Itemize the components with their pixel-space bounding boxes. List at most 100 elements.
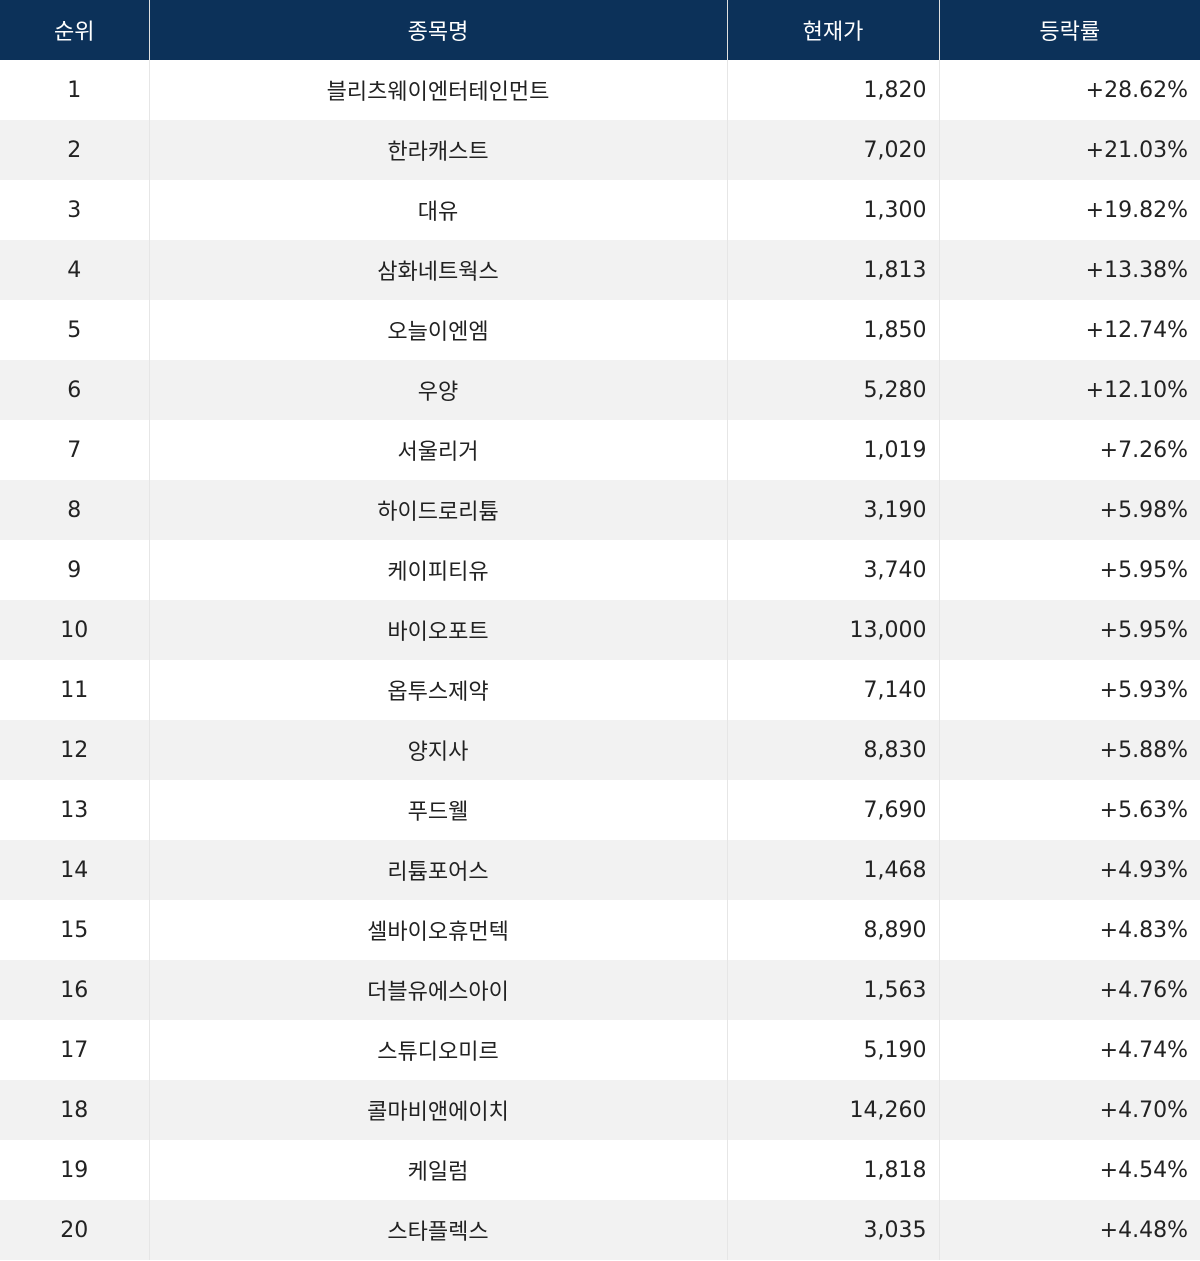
rank-cell: 10	[0, 600, 150, 660]
table-row: 13 푸드웰 7,690 +5.63%	[0, 780, 1200, 840]
table-row: 15 셀바이오휴먼텍 8,890 +4.83%	[0, 900, 1200, 960]
price-cell: 7,690	[727, 780, 940, 840]
change-rate-cell: +5.88%	[939, 720, 1200, 780]
price-cell: 7,140	[727, 660, 940, 720]
change-rate-cell: +5.95%	[1099, 557, 1188, 583]
table-row: 20 스타플렉스 3,035 +4.48%	[0, 1200, 1200, 1260]
table-row: 14 리튬포어스 1,468 +4.93%	[0, 840, 1200, 900]
header-cell: 순위	[0, 0, 150, 60]
table-row: 8 하이드로리튬 3,190 +5.98%	[0, 480, 1200, 540]
rank-cell: 8	[0, 480, 150, 540]
table-row: 16 더블유에스아이 1,563 +4.76%	[0, 960, 1200, 1020]
stock-name-cell: 리튬포어스	[149, 840, 728, 900]
rank-cell: 15	[0, 900, 150, 960]
stock-name-cell: 스튜디오미르	[149, 1020, 728, 1080]
stock-name-cell: 우양	[149, 360, 728, 420]
stock-name-cell: 바이오포트	[149, 600, 728, 660]
change-rate-cell: +4.70%	[939, 1080, 1200, 1140]
price-cell: 5,280	[727, 360, 940, 420]
price-cell: 3,740	[727, 540, 940, 600]
change-rate-cell: +4.93%	[939, 840, 1200, 900]
price-cell: 1,818	[727, 1140, 940, 1200]
rank-cell: 12	[0, 720, 150, 780]
rank-cell: 3	[0, 180, 150, 240]
rank-cell: 4	[0, 240, 150, 300]
change-rate-cell: +5.98%	[939, 480, 1200, 540]
price-cell: 8,830	[727, 720, 940, 780]
price-cell: 1,019	[727, 420, 940, 480]
stock-name-cell: 한라캐스트	[149, 120, 728, 180]
stock-name-cell: 케이피티유	[149, 540, 728, 600]
price-cell: 14,260	[727, 1080, 940, 1140]
stock-name-cell: 옵투스제약	[149, 660, 728, 720]
price-cell: 5,190	[727, 1020, 940, 1080]
stock-name-cell: 블리츠웨이엔터테인먼트	[149, 60, 728, 120]
header-cell: 현재가	[727, 0, 940, 60]
price-cell: 1,300	[727, 180, 940, 240]
table-row: 19 케일럼 1,818 +4.54%	[0, 1140, 1200, 1200]
rank-cell: 2	[0, 120, 150, 180]
rank-cell: 5	[0, 300, 150, 360]
stock-name-cell: 서울리거	[149, 420, 728, 480]
table-row: 3 대유 1,300 +19.82%	[0, 180, 1200, 240]
table-row: 4 삼화네트웍스 1,813 +13.38%	[0, 240, 1200, 300]
table-row: 11 옵투스제약 7,140 +5.93%	[0, 660, 1200, 720]
rank-cell: 1	[0, 60, 150, 120]
stock-name-cell: 삼화네트웍스	[149, 240, 728, 300]
change-rate-cell: +4.54%	[1099, 1157, 1188, 1183]
price-cell: 1,563	[727, 960, 940, 1020]
table-row: 18 콜마비앤에이치 14,260 +4.70%	[0, 1080, 1200, 1140]
stock-name-cell: 푸드웰	[149, 780, 728, 840]
change-rate-cell: +4.48%	[939, 1200, 1200, 1260]
table-row: 17 스튜디오미르 5,190 +4.74%	[0, 1020, 1200, 1080]
price-cell: 7,020	[727, 120, 940, 180]
table-row: 9 케이피티유 3,740 +5.95%	[0, 540, 1200, 600]
change-rate-cell: +21.03%	[939, 120, 1200, 180]
stock-name-cell: 대유	[149, 180, 728, 240]
stock-name-cell: 더블유에스아이	[149, 960, 728, 1020]
stock-name-cell: 양지사	[149, 720, 728, 780]
change-rate-cell: +28.62%	[1085, 77, 1188, 103]
rank-cell: 19	[0, 1140, 150, 1200]
table-row: 6 우양 5,280 +12.10%	[0, 360, 1200, 420]
stock-name-cell: 스타플렉스	[149, 1200, 728, 1260]
price-cell: 1,850	[727, 300, 940, 360]
rank-cell: 20	[0, 1200, 150, 1260]
price-cell: 1,820	[727, 60, 940, 120]
header-row: 순위 종목명 현재가 등락률	[0, 0, 1200, 60]
change-rate-cell: +13.38%	[939, 240, 1200, 300]
change-rate-cell: +4.76%	[939, 960, 1200, 1020]
change-rate-cell: +19.82%	[1085, 197, 1188, 223]
table-row: 10 바이오포트 13,000 +5.95%	[0, 600, 1200, 660]
change-rate-cell: +5.63%	[1099, 797, 1188, 823]
table-row: 1 블리츠웨이엔터테인먼트 1,820 +28.62%	[0, 60, 1200, 120]
change-rate-cell: +12.10%	[939, 360, 1200, 420]
rank-cell: 13	[0, 780, 150, 840]
stock-name-cell: 케일럼	[149, 1140, 728, 1200]
table-row: 2 한라캐스트 7,020 +21.03%	[0, 120, 1200, 180]
rank-cell: 7	[0, 420, 150, 480]
rank-cell: 14	[0, 840, 150, 900]
price-cell: 3,035	[727, 1200, 940, 1260]
change-rate-cell: +5.95%	[939, 600, 1200, 660]
header-cell: 종목명	[149, 0, 728, 60]
price-cell: 1,468	[727, 840, 940, 900]
price-cell: 3,190	[727, 480, 940, 540]
rank-cell: 16	[0, 960, 150, 1020]
stock-name-cell: 셀바이오휴먼텍	[149, 900, 728, 960]
table-row: 7 서울리거 1,019 +7.26%	[0, 420, 1200, 480]
price-cell: 1,813	[727, 240, 940, 300]
rank-cell: 9	[0, 540, 150, 600]
change-rate-cell: +7.26%	[1099, 437, 1188, 463]
table-body: 1 블리츠웨이엔터테인먼트 1,820 +28.62% 2 한라캐스트 7,020 +21.0…	[0, 60, 1200, 1260]
table-row: 5 오늘이엔엠 1,850 +12.74%	[0, 300, 1200, 360]
table-row: 12 양지사 8,830 +5.88%	[0, 720, 1200, 780]
change-rate-cell: +4.83%	[1099, 917, 1188, 943]
rank-cell: 18	[0, 1080, 150, 1140]
stock-name-cell: 오늘이엔엠	[149, 300, 728, 360]
header-cell: 등락률	[939, 0, 1200, 60]
change-rate-cell: +4.74%	[1099, 1037, 1188, 1063]
change-rate-cell: +12.74%	[1085, 317, 1188, 343]
